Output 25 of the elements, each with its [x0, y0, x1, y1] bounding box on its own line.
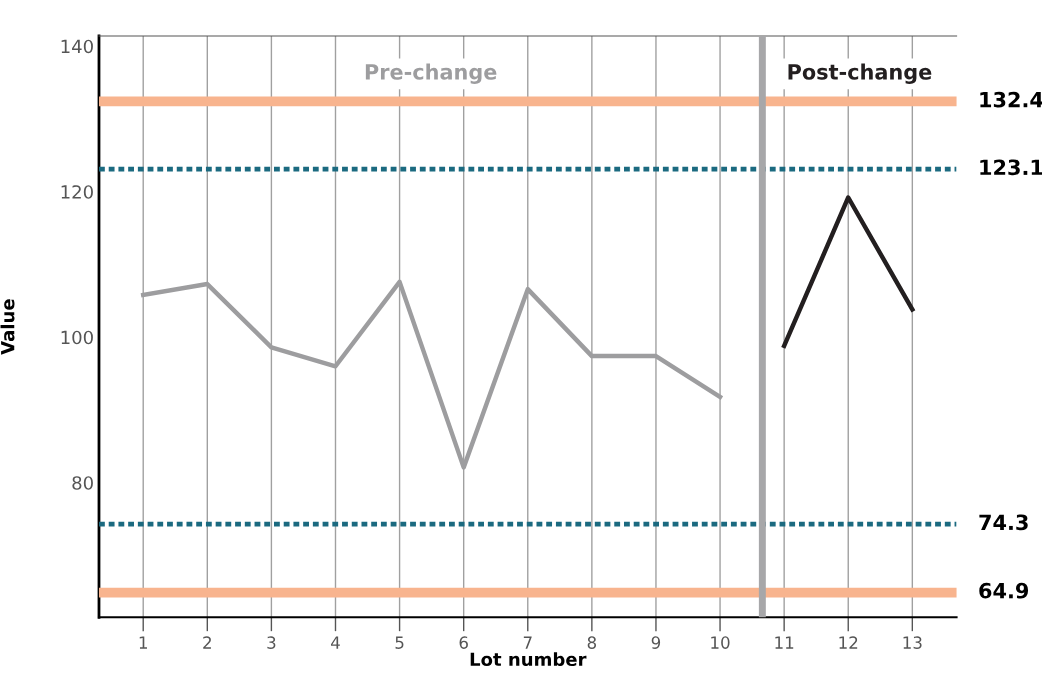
x-tick-label: 11 [775, 636, 794, 649]
y-tick-label: 140 [61, 39, 93, 54]
x-tick-label: 10 [711, 636, 730, 649]
annotation: Pre-change [365, 63, 497, 84]
ref-line-label: 64.9 [979, 582, 1029, 599]
x-tick-label: 13 [903, 636, 922, 649]
ref-line-label: 132.4 [980, 91, 1042, 108]
annotation: Post-change [788, 63, 932, 84]
x-tick-label: 6 [459, 636, 468, 649]
y-tick-label: 80 [72, 476, 93, 490]
x-tick-label: 4 [331, 636, 340, 649]
x-axis-title: Lot number [470, 652, 587, 667]
ref-line-label: 74.3 [979, 514, 1028, 531]
x-tick-label: 3 [267, 636, 276, 649]
ref-line-label: 123.1 [980, 159, 1042, 176]
x-tick-label: 8 [587, 636, 597, 649]
x-tick-label: 2 [203, 636, 211, 649]
x-tick-label: 12 [839, 636, 858, 649]
x-tick-label: 1 [139, 636, 147, 649]
y-tick-label: 120 [61, 185, 93, 199]
x-tick-label: 7 [523, 636, 532, 649]
y-axis-title: Value [0, 299, 15, 355]
x-tick-label: 9 [651, 636, 661, 649]
y-tick-label: 100 [61, 330, 93, 345]
x-tick-label: 5 [395, 636, 404, 649]
